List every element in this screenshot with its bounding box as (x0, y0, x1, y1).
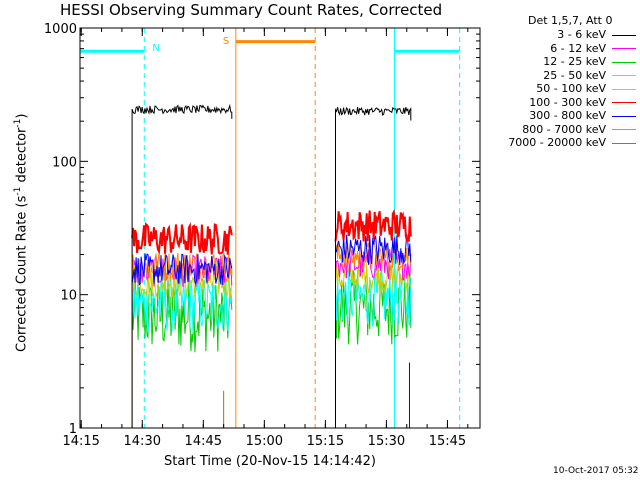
series-300-800-kev-trace (131, 253, 233, 286)
series-25-50-kev-trace (131, 275, 233, 332)
y-tick-label: 1 (69, 422, 77, 437)
legend-swatch (612, 129, 636, 130)
series-100-300-kev-trace (334, 209, 412, 243)
legend-entry-label: 800 - 7000 keV (522, 122, 606, 136)
legend-entry: 7000 - 20000 keV (492, 136, 640, 149)
series-3-6-kev-trace (131, 103, 233, 428)
legend-title: Det 1,5,7, Att 0 (528, 14, 613, 27)
legend-entry: 800 - 7000 keV (492, 123, 640, 136)
series-25-50-kev-trace (335, 268, 412, 327)
axes: 1 10 100 1000 14:15 14:30 14:45 15:00 15:15 15:30… (44, 22, 481, 449)
legend-entry: 6 - 12 keV (492, 42, 640, 55)
legend-entry: 100 - 300 keV (492, 96, 640, 109)
legend-entry-label: 50 - 100 keV (536, 82, 606, 95)
y-tick-label: 10 (60, 289, 77, 304)
y-tick-label: 1000 (44, 22, 77, 37)
legend-swatch (612, 48, 636, 49)
chart-title: HESSI Observing Summary Count Rates, Cor… (60, 1, 443, 19)
x-tick-label: 14:15 (62, 434, 99, 449)
x-tick-label: 15:45 (429, 434, 466, 449)
x-tick-label: 14:30 (124, 434, 161, 449)
legend-swatch (612, 61, 636, 63)
legend-swatch (612, 142, 636, 144)
legend-entry-label: 300 - 800 keV (529, 109, 606, 122)
legend-entry-label: 25 - 50 keV (543, 68, 606, 82)
series-800-7000-kev-trace (131, 251, 233, 428)
y-axis-label: Corrected Count Rate (s-1 detector-1) (13, 113, 30, 352)
legend-entry: 3 - 6 keV (492, 28, 640, 41)
data-marks: NS (79, 28, 461, 428)
legend-entry-label: 12 - 25 keV (543, 55, 606, 68)
legend-entry-label: 6 - 12 keV (550, 41, 606, 55)
series-100-300-kev-trace (131, 221, 233, 255)
legend-entry-label: 7000 - 20000 keV (508, 136, 606, 149)
x-axis-label: Start Time (20-Nov-15 14:14:42) (164, 454, 376, 469)
x-tick-label: 14:45 (185, 434, 222, 449)
footer-date: 10-Oct-2017 05:32 (553, 466, 639, 476)
legend-entry: 50 - 100 keV (492, 82, 640, 95)
night-label: N (152, 43, 159, 54)
saa-label: S (223, 36, 229, 47)
legend-entry: 300 - 800 keV (492, 109, 640, 122)
legend-swatch (612, 102, 636, 103)
x-tick-label: 15:15 (307, 434, 344, 449)
series-300-800-kev-trace (335, 234, 412, 265)
x-tick-label: 15:00 (246, 434, 283, 449)
x-tick-label: 15:30 (368, 434, 405, 449)
legend-swatch (612, 75, 636, 76)
legend-entry-label: 100 - 300 keV (529, 95, 606, 109)
series-3-6-kev-trace (335, 106, 412, 428)
legend-swatch (612, 115, 636, 117)
legend-entry: 25 - 50 keV (492, 69, 640, 82)
legend-entry: 12 - 25 keV (492, 55, 640, 68)
legend-swatch (612, 88, 636, 90)
plot-frame (79, 27, 481, 429)
legend-entry-label: 3 - 6 keV (557, 28, 606, 41)
legend-swatch (612, 34, 636, 36)
y-tick-label: 100 (52, 155, 77, 170)
